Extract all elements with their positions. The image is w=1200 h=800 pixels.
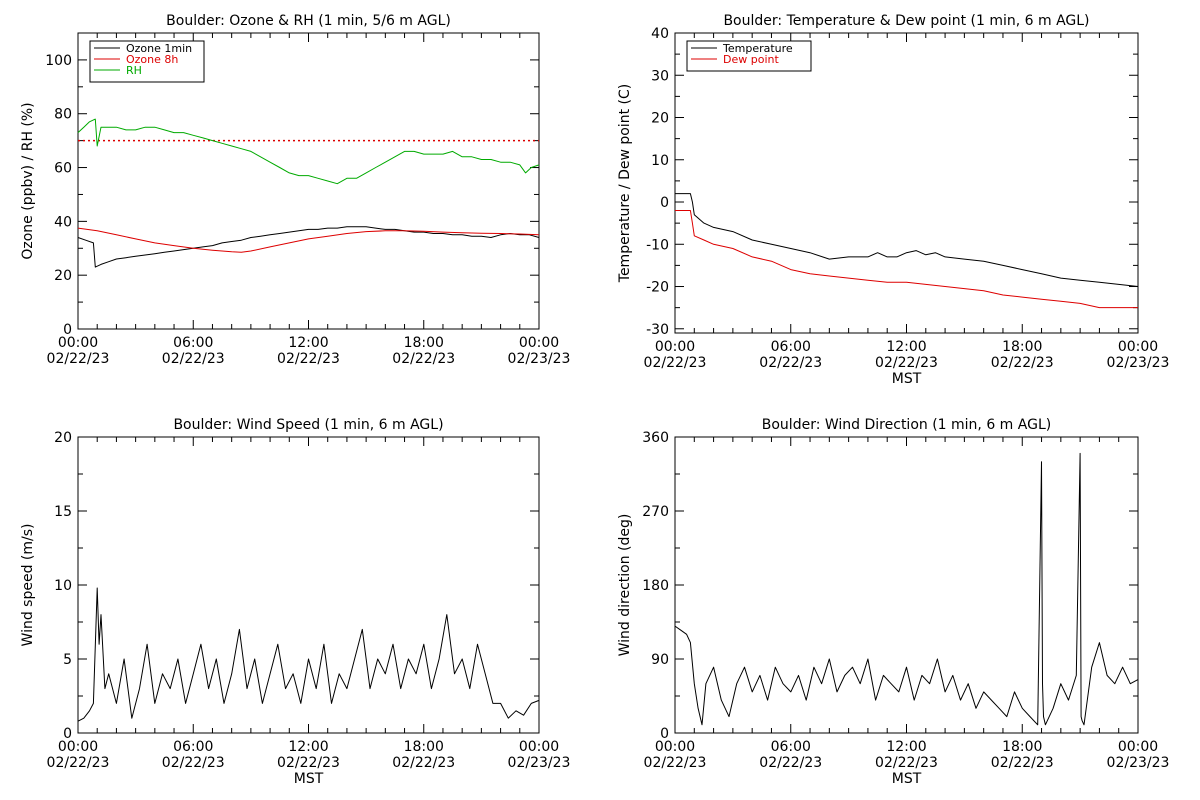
- xtick-time-label: 06:00: [771, 739, 811, 755]
- xtick-date-label: 02/23/23: [1107, 755, 1170, 771]
- y-axis-label: Temperature / Dew point (C): [617, 84, 633, 283]
- ytick-label: -30: [646, 322, 669, 338]
- ytick-label: 30: [651, 68, 669, 84]
- series-line-0: [77, 587, 540, 722]
- ytick-label: -20: [646, 280, 669, 296]
- xtick-date-label: 02/22/23: [162, 351, 225, 367]
- xtick-date-label: 02/22/23: [644, 755, 707, 771]
- ytick-label: 0: [63, 726, 72, 742]
- xtick-time-label: 00:00: [58, 335, 98, 351]
- ytick-label: 20: [54, 268, 72, 284]
- ytick-label: 10: [54, 578, 72, 594]
- xtick-time-label: 00:00: [519, 739, 559, 755]
- ytick-label: 270: [642, 504, 669, 520]
- xtick-date-label: 02/23/23: [1107, 355, 1170, 371]
- legend-box: [686, 40, 812, 72]
- xtick-time-label: 12:00: [886, 739, 926, 755]
- chart-wind-speed: Boulder: Wind Speed (1 min, 6 m AGL) 0 5 10…: [20, 417, 570, 787]
- plot-frame: [674, 436, 1139, 734]
- y-axis-label: Wind speed (m/s): [20, 524, 36, 647]
- xtick-time-label: 18:00: [1002, 739, 1042, 755]
- xtick-date-label: 02/22/23: [875, 355, 938, 371]
- ytick-label: 0: [660, 726, 669, 742]
- xtick-time-label: 00:00: [58, 739, 98, 755]
- xtick-date-label: 02/22/23: [392, 351, 455, 367]
- chart-wind-direction: Boulder: Wind Direction (1 min, 6 m AGL)…: [617, 417, 1169, 787]
- xtick-date-label: 02/22/23: [759, 355, 822, 371]
- series-line-1: [77, 227, 540, 253]
- legend-entry: Ozone 1min: [126, 42, 192, 55]
- ytick-label: 0: [63, 322, 72, 338]
- chart-title: Boulder: Temperature & Dew point (1 min,…: [723, 13, 1089, 29]
- xtick-time-label: 18:00: [1002, 339, 1042, 355]
- ytick-label: 180: [642, 578, 669, 594]
- ytick-label: -10: [646, 237, 669, 253]
- x-axis-label: MST: [294, 771, 324, 787]
- xtick-time-label: 06:00: [771, 339, 811, 355]
- ytick-label: 90: [651, 652, 669, 668]
- xtick-time-label: 18:00: [404, 335, 444, 351]
- series-line-0: [77, 226, 540, 268]
- xtick-date-label: 02/22/23: [162, 755, 225, 771]
- ytick-label: 15: [54, 504, 72, 520]
- ytick-label: 360: [642, 430, 669, 446]
- series-line-0: [675, 193, 1139, 287]
- xtick-date-label: 02/22/23: [277, 351, 340, 367]
- xtick-time-label: 00:00: [519, 335, 559, 351]
- xtick-date-label: 02/22/23: [277, 755, 340, 771]
- chart-temperature-dewpoint: Boulder: Temperature & Dew point (1 min,…: [617, 13, 1169, 387]
- xtick-time-label: 00:00: [655, 739, 695, 755]
- chart-title: Boulder: Wind Direction (1 min, 6 m AGL): [762, 417, 1051, 433]
- chart-ozone-rh: Boulder: Ozone & RH (1 min, 5/6 m AGL)02…: [20, 13, 570, 367]
- plot-frame: [674, 32, 1139, 334]
- xtick-time-label: 00:00: [1118, 339, 1158, 355]
- chart-title: Boulder: Wind Speed (1 min, 6 m AGL): [173, 417, 443, 433]
- xtick-time-label: 12:00: [886, 339, 926, 355]
- ytick-label: 5: [63, 652, 72, 668]
- xtick-date-label: 02/22/23: [991, 355, 1054, 371]
- series-line-1: [675, 210, 1138, 309]
- xtick-time-label: 06:00: [173, 335, 213, 351]
- xtick-time-label: 12:00: [288, 739, 328, 755]
- xtick-date-label: 02/23/23: [508, 755, 571, 771]
- x-axis-label: MST: [892, 371, 922, 387]
- ytick-label: 80: [54, 107, 72, 123]
- x-axis-label: MST: [892, 771, 922, 787]
- legend-entry: Temperature: [722, 42, 793, 55]
- legend-entry: Dew point: [723, 53, 779, 66]
- legend-entry: RH: [126, 64, 142, 77]
- xtick-date-label: 02/22/23: [991, 755, 1054, 771]
- xtick-time-label: 06:00: [173, 739, 213, 755]
- ytick-label: 100: [45, 53, 72, 69]
- ytick-label: 40: [54, 214, 72, 230]
- ytick-label: 10: [651, 153, 669, 169]
- legend-entry: Ozone 8h: [126, 53, 178, 66]
- chart-title: Boulder: Ozone & RH (1 min, 5/6 m AGL): [166, 13, 451, 29]
- series-line-0: [674, 452, 1139, 726]
- y-axis-label: Wind direction (deg): [617, 514, 633, 657]
- ytick-label: 60: [54, 161, 72, 177]
- xtick-date-label: 02/22/23: [47, 755, 110, 771]
- xtick-date-label: 02/22/23: [875, 755, 938, 771]
- y-axis-label: Ozone (ppbv) / RH (%): [20, 102, 36, 259]
- xtick-date-label: 02/23/23: [508, 351, 571, 367]
- xtick-time-label: 12:00: [288, 335, 328, 351]
- xtick-time-label: 18:00: [404, 739, 444, 755]
- xtick-time-label: 00:00: [1118, 739, 1158, 755]
- xtick-date-label: 02/22/23: [47, 351, 110, 367]
- ytick-label: 20: [651, 111, 669, 127]
- xtick-date-label: 02/22/23: [759, 755, 822, 771]
- ytick-label: 0: [660, 195, 669, 211]
- ytick-label: 20: [54, 430, 72, 446]
- ytick-label: 40: [651, 26, 669, 42]
- xtick-date-label: 02/22/23: [644, 355, 707, 371]
- xtick-time-label: 00:00: [655, 339, 695, 355]
- xtick-date-label: 02/22/23: [392, 755, 455, 771]
- series-line-2: [77, 118, 540, 185]
